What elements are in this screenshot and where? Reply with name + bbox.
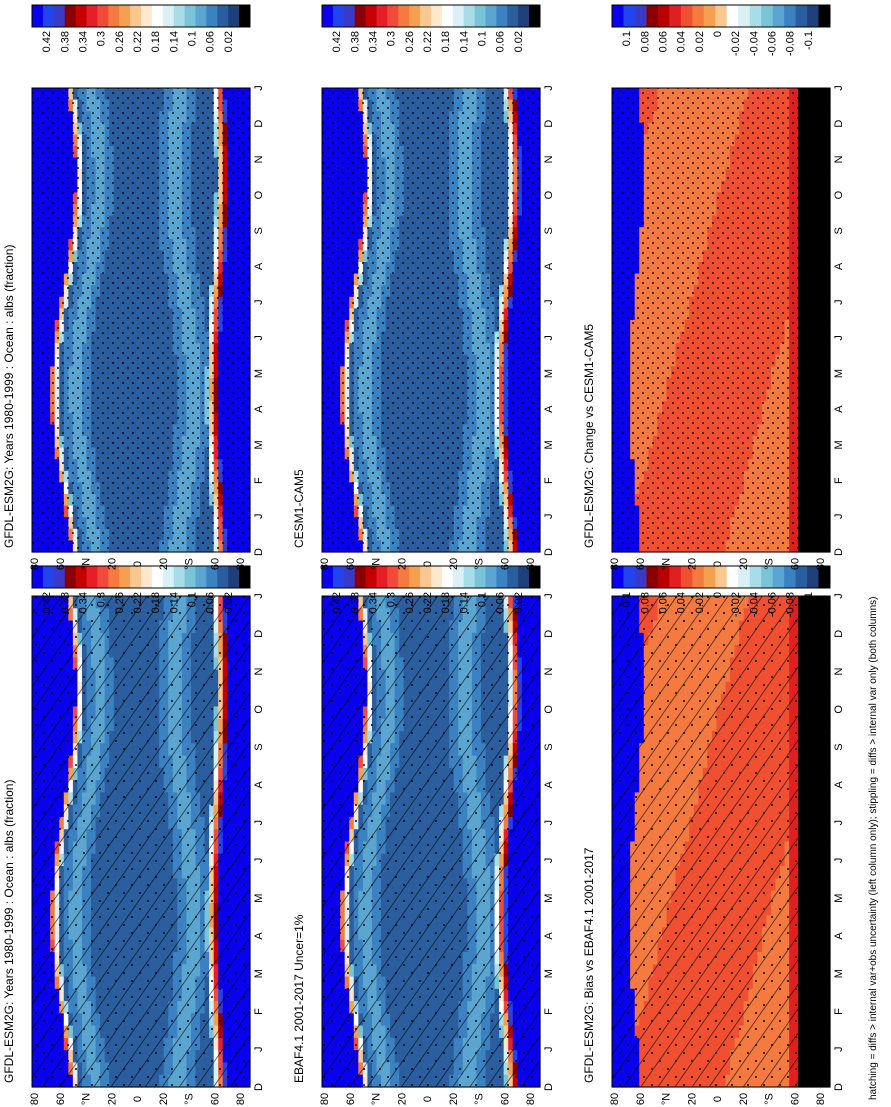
panel-title: EBAF4.1 2001-2017 Uncer=1% <box>292 914 306 1083</box>
y-tick-label: 20 <box>448 1093 460 1105</box>
panel-2: D J F M A M J J A S O N D J 80 60 °N 20 0 20 °S 60 80 EBAF4.1 2… <box>292 565 555 1105</box>
colorbar-tick-label: 0.3 <box>386 592 398 607</box>
colorbar-tick-label: 0.18 <box>150 592 162 613</box>
colorbar-swatch <box>42 566 55 588</box>
colorbar-tick-label: 0.1 <box>187 592 199 607</box>
y-tick-label: 80 <box>319 1093 331 1105</box>
y-tick-label: °S <box>474 1093 486 1105</box>
colorbar-tick-label: 0.34 <box>78 592 90 613</box>
x-tick-label: J <box>253 593 265 599</box>
y-tick-label: 80 <box>235 1093 247 1105</box>
x-tick-label: D <box>253 630 265 638</box>
colorbar-tick-label: 0.3 <box>96 592 108 607</box>
colorbar-tick-label: 0.38 <box>349 592 361 613</box>
colorbar-tick-label: 0.26 <box>114 592 126 613</box>
colorbar-tick-label: 0.06 <box>495 592 507 613</box>
y-tick-label: 20 <box>396 1093 408 1105</box>
colorbar-swatch <box>332 566 345 588</box>
x-tick-label: M <box>253 969 265 978</box>
colorbar-tick-label: 0.02 <box>223 592 235 613</box>
colorbar-tick-label: 0.42 <box>41 592 53 613</box>
x-tick-label: J <box>543 1046 555 1052</box>
x-tick-label: J <box>253 858 265 864</box>
colorbar-tick-label: 0.06 <box>205 592 217 613</box>
x-tick-label: D <box>253 1083 265 1091</box>
colorbar-tick-label: 0.22 <box>132 592 144 613</box>
y-tick-label: 20 <box>158 1093 170 1105</box>
y-tick-label: 80 <box>525 1093 537 1105</box>
x-tick-label: A <box>543 932 555 940</box>
y-tick-label: °N <box>371 1093 383 1105</box>
colorbar-tick-label: 0.14 <box>458 592 470 613</box>
x-tick-label: J <box>543 858 555 864</box>
x-tick-label: A <box>253 781 265 789</box>
x-tick-label: M <box>543 894 555 903</box>
y-tick-label: 60 <box>499 1093 511 1105</box>
colorbar-tick-label: 0.02 <box>513 592 525 613</box>
stippling-overlay <box>322 596 540 1087</box>
x-tick-label: O <box>253 705 265 714</box>
colorbar-swatch <box>119 566 131 588</box>
y-tick-label: 0 <box>132 1096 144 1102</box>
x-tick-label: J <box>543 820 555 826</box>
x-tick-label: F <box>543 1008 555 1015</box>
colorbar-swatch <box>130 566 142 588</box>
colorbar-tick-label: 0.14 <box>168 592 180 613</box>
x-tick-label: S <box>543 743 555 750</box>
x-tick-label: D <box>543 1083 555 1091</box>
y-tick-label: °N <box>81 1093 93 1105</box>
colorbar-tick-label: 0.1 <box>477 592 489 607</box>
x-tick-label: F <box>253 1008 265 1015</box>
colorbar-swatch <box>431 566 443 588</box>
x-tick-label: N <box>253 668 265 676</box>
y-tick-label: 60 <box>345 1093 357 1105</box>
panel-1: D J F M A M J J A S O N D J 80 60 °N 20 0 20 °S 60 80 GFDL-ESM2… <box>2 565 265 1105</box>
y-tick-label: 0 <box>422 1096 434 1102</box>
colorbar-tick-label: 0.38 <box>59 592 71 613</box>
y-tick-label: 60 <box>209 1093 221 1105</box>
x-tick-label: M <box>543 969 555 978</box>
x-tick-label: J <box>543 593 555 599</box>
colorbar-swatch <box>141 566 153 588</box>
colorbar-tick-label: 0.26 <box>404 592 416 613</box>
x-tick-label: S <box>253 743 265 750</box>
colorbar-swatch <box>485 566 497 588</box>
x-tick-label: O <box>543 705 555 714</box>
x-tick-label: J <box>253 820 265 826</box>
colorbar-tick-label: 0.18 <box>440 592 452 613</box>
x-tick-label: J <box>253 1046 265 1052</box>
x-tick-label: N <box>543 668 555 676</box>
y-tick-label: 60 <box>55 1093 67 1105</box>
x-tick-label: D <box>543 630 555 638</box>
colorbar-tick-label: 0.42 <box>331 592 343 613</box>
colorbar-swatch <box>195 566 207 588</box>
y-tick-label: 20 <box>106 1093 118 1105</box>
y-tick-label: 80 <box>29 1093 41 1105</box>
panel-title: GFDL-ESM2G: Years 1980-1999 : Ocean : al… <box>2 780 16 1083</box>
y-tick-label: °S <box>184 1093 196 1105</box>
x-tick-label: A <box>253 932 265 940</box>
colorbar-swatch <box>409 566 421 588</box>
colorbar-tick-label: 0.22 <box>422 592 434 613</box>
stippling-overlay <box>32 596 250 1087</box>
colorbar-tick-label: 0.34 <box>368 592 380 613</box>
colorbar-swatch <box>420 566 432 588</box>
x-tick-label: M <box>253 894 265 903</box>
x-tick-label: A <box>543 781 555 789</box>
